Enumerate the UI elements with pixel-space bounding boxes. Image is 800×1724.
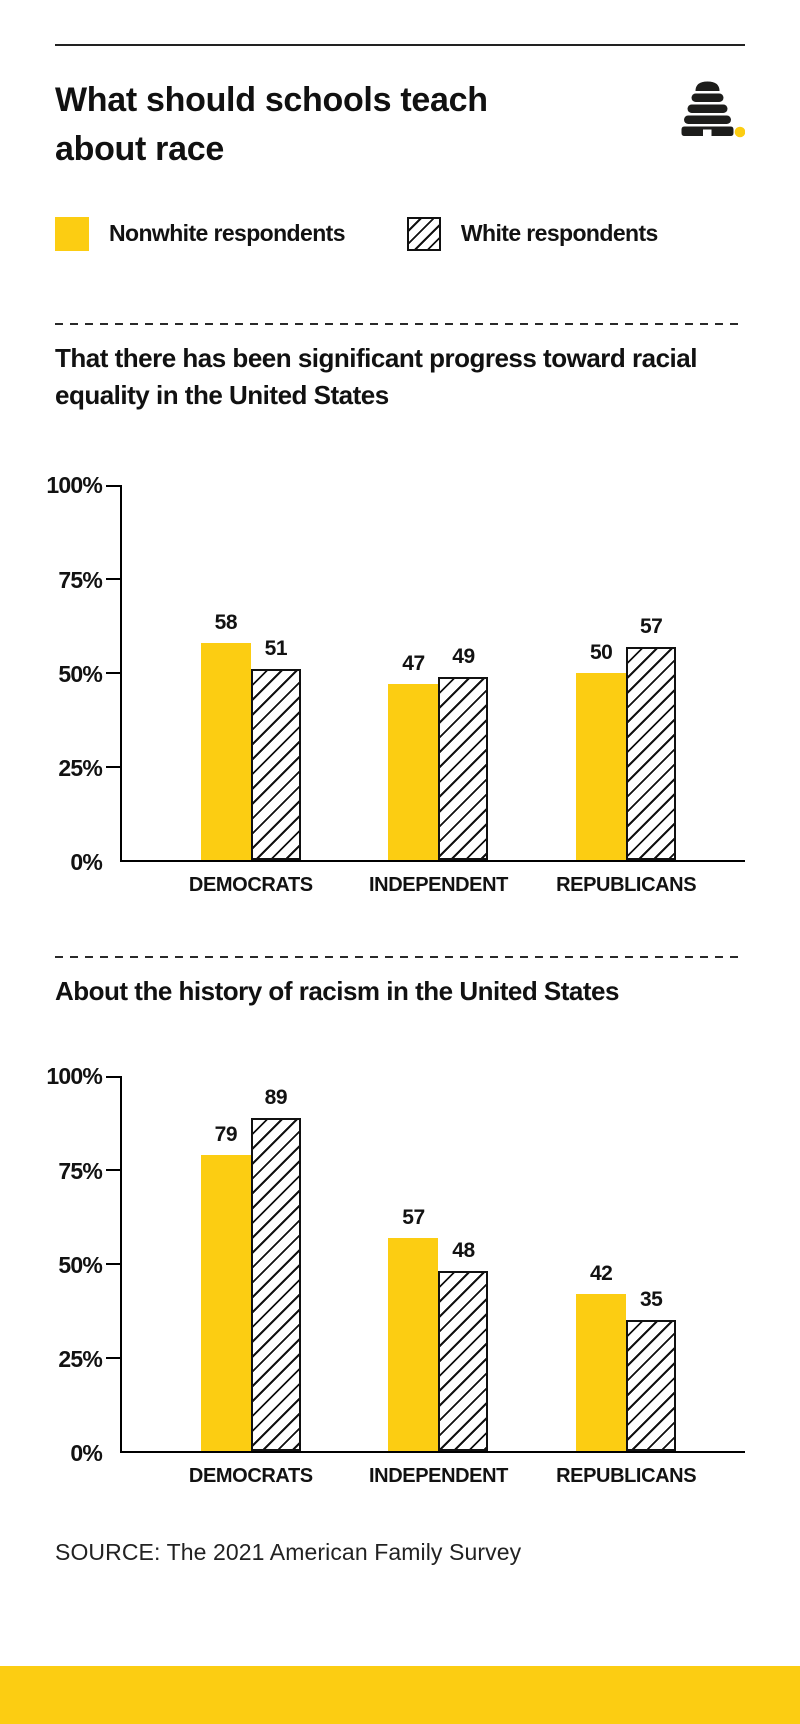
bar-wrap: 51 [250, 485, 301, 861]
bar-wrap: 89 [250, 1076, 301, 1452]
y-axis-tick [106, 1076, 120, 1079]
chart-2-title: About the history of racism in the Unite… [55, 976, 619, 1007]
bar-value-label: 47 [402, 652, 425, 676]
bar-value-label: 57 [639, 614, 663, 638]
bar-value-label: 48 [452, 1239, 475, 1263]
footer-accent-bar [0, 1666, 800, 1724]
bar-solid [200, 1155, 251, 1452]
bar-solid [388, 1237, 439, 1452]
bar-wrap: 48 [438, 1076, 489, 1452]
y-axis-label: 50% [58, 1251, 102, 1278]
bar-hatched [626, 1320, 677, 1452]
legend-swatch-hatched [406, 216, 441, 251]
legend-label: Nonwhite respondents [109, 220, 346, 247]
bar-solid [576, 1293, 627, 1452]
bar-hatched [438, 676, 489, 861]
bar-groups: 79 89 DEMOCRATS 57 48 INDEPENDENT 42 35 REPUBLIC… [122, 1076, 745, 1487]
bar-group-independent: 47 49 INDEPENDENT [369, 485, 508, 896]
bar-solid [388, 684, 439, 861]
bar-wrap: 79 [200, 1076, 251, 1452]
section-divider [55, 956, 745, 959]
bar-value-label: 49 [452, 644, 475, 668]
bar-value-label: 42 [589, 1261, 613, 1285]
bar-value-label: 57 [402, 1205, 425, 1229]
legend-swatch-solid-yellow [55, 216, 89, 251]
y-axis-label: 0% [70, 1440, 102, 1467]
bar-value-label: 50 [589, 640, 613, 664]
bar-hatched [438, 1271, 489, 1452]
bar-value-label: 35 [639, 1288, 663, 1312]
y-axis-tick [106, 765, 120, 768]
bar-solid [576, 672, 627, 861]
bar-group-independent: 57 48 INDEPENDENT [369, 1076, 508, 1487]
section-divider [55, 322, 745, 325]
bar-wrap: 57 [626, 485, 677, 861]
bar-chart-history: 0% 25% 50% 75% 100% 79 89 DEMOCRATS 57 48 INDEPEN… [46, 1063, 745, 1487]
bar-value-label: 51 [264, 637, 288, 661]
chart-1-title: That there has been significant progress… [55, 342, 697, 410]
bar-wrap: 49 [438, 485, 489, 861]
bar-wrap: 58 [200, 485, 251, 861]
bar-value-label: 89 [264, 1085, 288, 1109]
bar-wrap: 47 [388, 485, 439, 861]
plot-area: 79 89 DEMOCRATS 57 48 INDEPENDENT 42 35 REPUBLIC… [106, 1076, 745, 1487]
bar-chart-progress: 0% 25% 50% 75% 100% 58 51 DEMOCRATS 47 49 INDEPEN… [46, 472, 745, 896]
y-axis-label: 100% [46, 472, 102, 499]
y-axis-tick [106, 1169, 120, 1172]
bar-hatched [626, 646, 677, 861]
y-axis: 0% 25% 50% 75% 100% [46, 472, 120, 875]
bar-wrap: 57 [388, 1076, 439, 1452]
bar-value-label: 79 [214, 1123, 238, 1147]
x-axis-label: INDEPENDENT [369, 1465, 508, 1488]
bar-solid [200, 642, 251, 861]
bar-wrap: 42 [576, 1076, 627, 1452]
page-title: What should schools teach about race [55, 81, 488, 169]
bar-group-republicans: 42 35 REPUBLICANS [556, 1076, 696, 1487]
y-axis-tick [106, 485, 120, 488]
bar-groups: 58 51 DEMOCRATS 47 49 INDEPENDENT 50 57 REPUBLIC… [122, 485, 745, 896]
x-axis-label: REPUBLICANS [556, 874, 697, 897]
y-axis-label: 0% [70, 849, 102, 876]
bar-group-republicans: 50 57 REPUBLICANS [556, 485, 696, 896]
y-axis-tick [106, 671, 120, 674]
bar-group-democrats: 58 51 DEMOCRATS [189, 485, 313, 896]
top-rule [55, 44, 745, 46]
legend-label: White respondents [460, 220, 658, 247]
bar-hatched [250, 1117, 301, 1452]
y-axis-tick [106, 1356, 120, 1359]
plot-area: 58 51 DEMOCRATS 47 49 INDEPENDENT 50 57 REPUBLIC… [106, 485, 745, 896]
infographic-page: What should schools teach about race Non… [0, 44, 800, 1724]
y-axis-label: 50% [58, 660, 102, 687]
bar-value-label: 58 [214, 610, 238, 634]
bar-wrap: 35 [626, 1076, 677, 1452]
bar-wrap: 50 [576, 485, 627, 861]
legend-item-nonwhite: Nonwhite respondents [55, 216, 346, 251]
y-axis-label: 100% [46, 1063, 102, 1090]
x-axis-label: DEMOCRATS [188, 874, 313, 897]
chart-legend: Nonwhite respondents White respondents [55, 216, 745, 251]
x-axis-label: REPUBLICANS [556, 1465, 697, 1488]
y-axis-tick [106, 578, 120, 581]
y-axis-label: 25% [58, 755, 102, 782]
y-axis: 0% 25% 50% 75% 100% [46, 1063, 120, 1466]
bar-group-democrats: 79 89 DEMOCRATS [189, 1076, 313, 1487]
y-axis-label: 75% [58, 1157, 102, 1184]
legend-item-white: White respondents [406, 216, 658, 251]
bar-hatched [250, 669, 301, 861]
y-axis-label: 75% [58, 566, 102, 593]
header: What should schools teach about race [55, 76, 746, 175]
y-axis-tick [106, 1262, 120, 1265]
y-axis-label: 25% [58, 1346, 102, 1373]
beehive-logo-icon [669, 78, 746, 143]
x-axis-label: DEMOCRATS [188, 1465, 313, 1488]
source-note: SOURCE: The 2021 American Family Survey [55, 1539, 522, 1566]
x-axis-label: INDEPENDENT [369, 874, 508, 897]
